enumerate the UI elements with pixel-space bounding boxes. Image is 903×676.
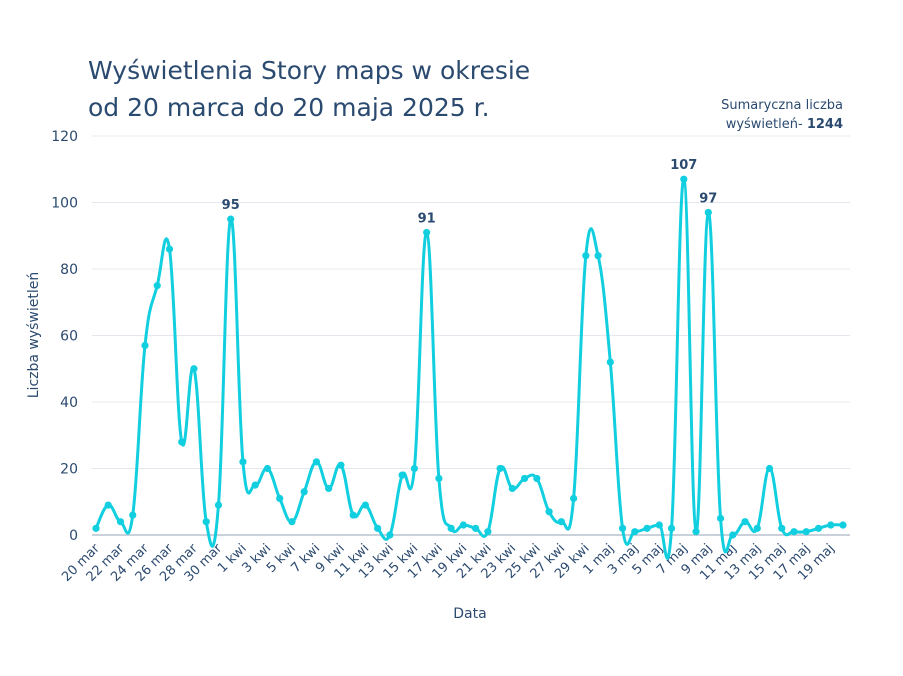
data-point xyxy=(692,528,700,536)
total-views: Sumaryczna liczba wyświetleń- 1244 xyxy=(721,96,843,134)
y-tick-label: 60 xyxy=(60,329,78,345)
data-point xyxy=(349,511,357,519)
data-point xyxy=(814,524,823,532)
data-point xyxy=(778,524,786,532)
data-point xyxy=(129,511,137,519)
data-point xyxy=(423,228,431,237)
data-point xyxy=(447,524,455,532)
data-point xyxy=(606,358,614,366)
chart-title: Wyświetlenia Story maps w okresie od 20 … xyxy=(88,52,530,126)
data-point xyxy=(557,518,565,526)
data-point xyxy=(655,521,663,529)
data-point xyxy=(374,524,382,532)
data-point xyxy=(104,501,112,509)
data-label: 91 xyxy=(418,211,436,226)
data-point xyxy=(508,484,516,493)
data-point xyxy=(398,471,406,479)
data-point xyxy=(361,501,370,509)
data-point xyxy=(839,521,847,529)
data-point xyxy=(765,464,774,473)
data-point xyxy=(190,365,198,373)
total-label-line2: wyświetleń- xyxy=(725,117,807,132)
data-point xyxy=(521,474,529,483)
data-point xyxy=(643,524,651,532)
data-point xyxy=(496,464,504,473)
data-point xyxy=(704,208,712,217)
data-point xyxy=(484,528,492,536)
y-tick-label: 0 xyxy=(69,528,78,544)
y-tick-label: 80 xyxy=(60,262,78,278)
data-point xyxy=(582,252,590,260)
data-point xyxy=(802,528,810,536)
data-point xyxy=(202,518,210,526)
data-label: 95 xyxy=(222,198,240,213)
data-point xyxy=(239,458,247,466)
chart-title-line2: od 20 marca do 20 maja 2025 r. xyxy=(88,93,490,122)
data-point xyxy=(325,484,333,493)
y-tick-label: 100 xyxy=(51,196,78,212)
data-point xyxy=(214,501,223,509)
data-point xyxy=(569,494,578,503)
data-point xyxy=(165,245,174,253)
data-point xyxy=(92,524,100,532)
data-point xyxy=(153,282,161,290)
data-point xyxy=(435,474,443,483)
data-label: 107 xyxy=(670,158,697,173)
data-point xyxy=(472,524,480,532)
y-tick-label: 40 xyxy=(60,395,78,411)
y-tick-label: 20 xyxy=(60,462,78,478)
data-point xyxy=(741,518,749,526)
data-point xyxy=(116,518,125,526)
data-point xyxy=(300,488,308,496)
data-point xyxy=(790,528,798,536)
data-point xyxy=(459,521,467,529)
data-point xyxy=(312,458,321,466)
data-point xyxy=(386,531,394,539)
data-point xyxy=(667,524,676,532)
data-point xyxy=(141,341,149,350)
data-point xyxy=(263,464,272,473)
data-point xyxy=(251,481,259,489)
data-point xyxy=(533,474,541,483)
data-point xyxy=(227,215,235,223)
total-label-line1: Sumaryczna liczba xyxy=(721,98,843,113)
data-point xyxy=(545,508,553,516)
data-point xyxy=(288,518,296,526)
data-point xyxy=(618,524,627,532)
data-point xyxy=(729,531,737,539)
total-value: 1244 xyxy=(806,117,843,132)
data-point xyxy=(631,528,639,536)
chart-title-line1: Wyświetlenia Story maps w okresie xyxy=(88,56,531,85)
series-line xyxy=(94,177,844,560)
data-label: 97 xyxy=(699,191,717,206)
data-point xyxy=(276,494,284,503)
data-point xyxy=(680,175,688,183)
y-axis-label: Liczba wyświetleń xyxy=(26,272,42,399)
data-point xyxy=(827,521,835,529)
data-point xyxy=(594,252,602,260)
data-point xyxy=(337,461,345,469)
data-point xyxy=(716,514,725,522)
data-point xyxy=(753,524,761,532)
data-point xyxy=(410,464,418,473)
data-point xyxy=(178,438,186,446)
x-axis-label: Data xyxy=(453,606,486,622)
y-tick-label: 120 xyxy=(51,129,78,145)
